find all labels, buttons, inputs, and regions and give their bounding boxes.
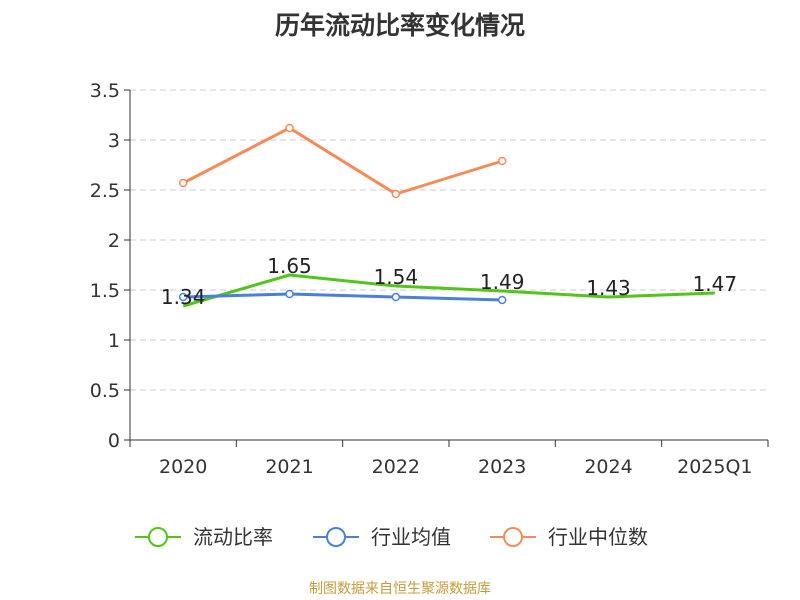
chart-title: 历年流动比率变化情况 xyxy=(274,11,525,40)
legend-symbol-marker xyxy=(503,527,523,547)
y-tick-label: 2 xyxy=(108,230,120,252)
data-point xyxy=(285,123,294,133)
grid-lines xyxy=(130,89,768,391)
data-point xyxy=(497,295,507,305)
x-tick-label: 2021 xyxy=(265,456,313,478)
x-tick-label: 2022 xyxy=(372,456,420,478)
legend-symbol-marker xyxy=(148,527,168,547)
data-label: 1.49 xyxy=(480,270,525,294)
y-tick-label: 2.5 xyxy=(90,180,120,202)
data-point xyxy=(178,292,188,302)
series-line xyxy=(182,273,715,308)
legend-symbol-marker xyxy=(326,527,346,547)
data-point xyxy=(178,178,188,188)
data-point xyxy=(497,156,507,166)
x-tick-label: 2020 xyxy=(159,456,207,478)
y-tick-label: 1.5 xyxy=(90,280,120,302)
legend: 流动比率 行业均值 行业中位数 xyxy=(135,525,648,549)
x-tick-label: 2025Q1 xyxy=(677,456,752,478)
data-point xyxy=(285,289,294,299)
series-line xyxy=(183,292,503,302)
y-tick-label: 3 xyxy=(108,130,120,152)
x-tick-label: 2023 xyxy=(478,456,526,478)
data-label: 1.54 xyxy=(374,265,419,289)
legend-label: 流动比率 xyxy=(193,525,273,549)
series-line xyxy=(182,126,503,196)
data-point xyxy=(391,189,401,199)
data-point xyxy=(391,292,401,302)
source-note: 制图数据来自恒生聚源数据库 xyxy=(309,581,491,597)
data-label: 1.65 xyxy=(267,254,312,278)
y-tick-label: 0.5 xyxy=(90,380,120,402)
axes: 0 0.5 1 1.5 2 2.5 3 3.5 2020 2021 2022 2023 2024 2025… xyxy=(90,80,769,478)
data-label: 1.47 xyxy=(693,272,738,296)
legend-label: 行业中位数 xyxy=(548,525,648,549)
data-label: 1.34 xyxy=(161,285,206,309)
series-group xyxy=(178,123,715,308)
y-tick-label: 3.5 xyxy=(90,80,120,102)
legend-label: 行业均值 xyxy=(371,525,451,549)
y-tick-label: 1 xyxy=(108,330,120,352)
y-tick-label: 0 xyxy=(108,430,120,452)
data-labels: 1.34 1.65 1.54 1.49 1.43 1.47 xyxy=(161,254,737,309)
data-label: 1.43 xyxy=(586,276,631,300)
x-tick-label: 2024 xyxy=(584,456,632,478)
